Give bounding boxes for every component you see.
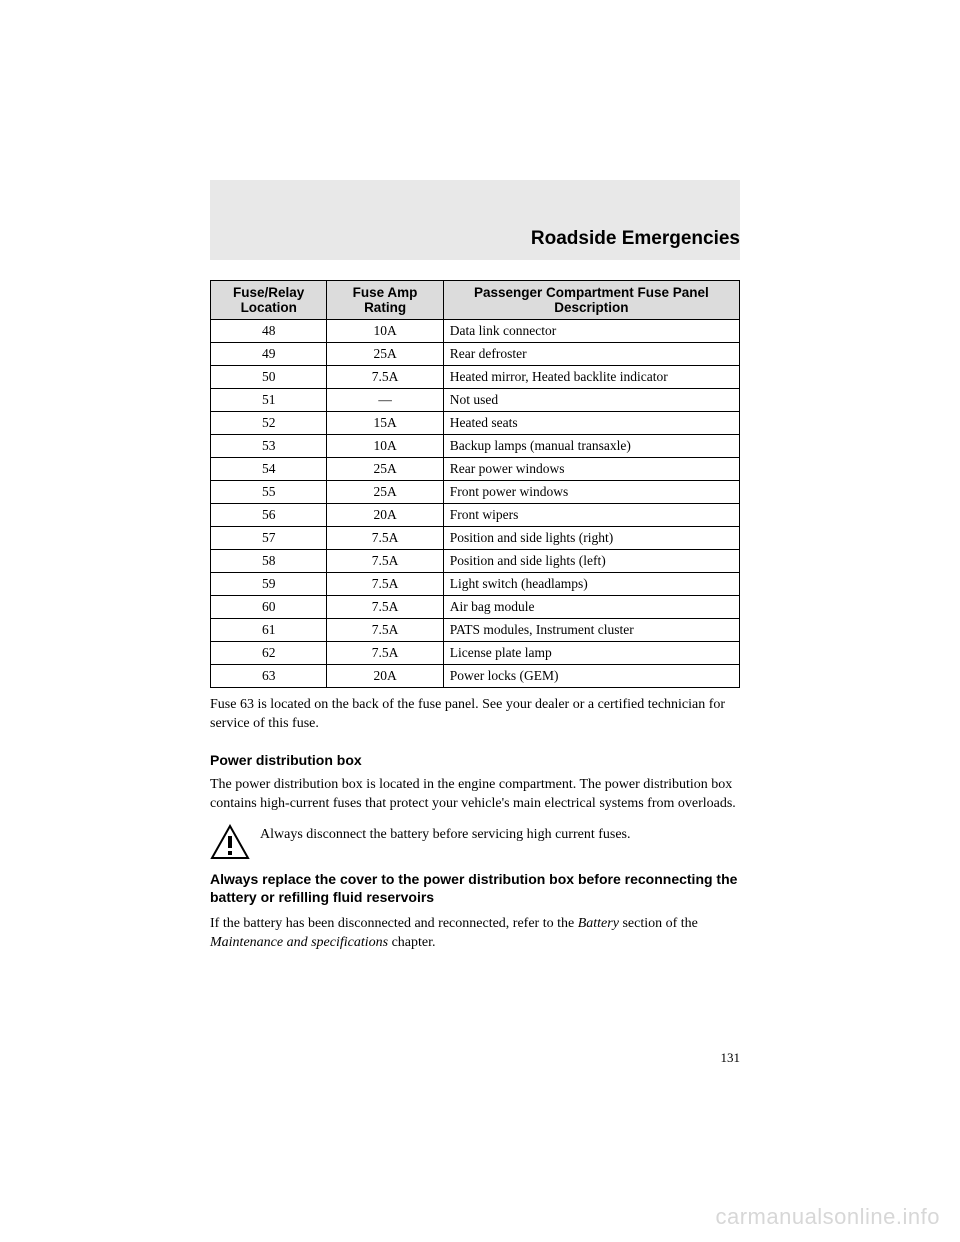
subhead-power-distribution-box: Power distribution box: [210, 752, 740, 768]
warning-box: Always disconnect the battery before ser…: [210, 824, 740, 860]
cell-desc: Heated seats: [443, 412, 739, 435]
cell-amp: 7.5A: [327, 366, 443, 389]
cell-location: 49: [211, 343, 327, 366]
cell-location: 54: [211, 458, 327, 481]
cell-desc: Front wipers: [443, 504, 739, 527]
warning-text: Always disconnect the battery before ser…: [260, 824, 631, 845]
cell-location: 52: [211, 412, 327, 435]
table-row: 577.5APosition and side lights (right): [211, 527, 740, 550]
cell-desc: Power locks (GEM): [443, 665, 739, 688]
battery-paragraph: If the battery has been disconnected and…: [210, 915, 740, 953]
cell-location: 48: [211, 320, 327, 343]
cell-amp: 7.5A: [327, 642, 443, 665]
cell-amp: 25A: [327, 343, 443, 366]
pdb-paragraph: The power distribution box is located in…: [210, 776, 740, 814]
table-row: 51—Not used: [211, 389, 740, 412]
header-band: Roadside Emergencies: [210, 180, 740, 260]
table-row: 4925ARear defroster: [211, 343, 740, 366]
cell-location: 57: [211, 527, 327, 550]
th-amp: Fuse Amp Rating: [327, 281, 443, 320]
cell-amp: —: [327, 389, 443, 412]
cell-desc: Light switch (headlamps): [443, 573, 739, 596]
cell-location: 56: [211, 504, 327, 527]
cell-amp: 10A: [327, 435, 443, 458]
cell-location: 50: [211, 366, 327, 389]
warning-triangle-icon: [210, 824, 250, 860]
table-row: 6320APower locks (GEM): [211, 665, 740, 688]
cell-desc: Position and side lights (left): [443, 550, 739, 573]
table-row: 5620AFront wipers: [211, 504, 740, 527]
battery-para-italic1: Battery: [578, 916, 619, 931]
table-row: 5310ABackup lamps (manual transaxle): [211, 435, 740, 458]
cell-location: 60: [211, 596, 327, 619]
cell-amp: 25A: [327, 458, 443, 481]
table-row: 5425ARear power windows: [211, 458, 740, 481]
cell-amp: 10A: [327, 320, 443, 343]
cell-amp: 15A: [327, 412, 443, 435]
cell-location: 58: [211, 550, 327, 573]
table-row: 617.5APATS modules, Instrument cluster: [211, 619, 740, 642]
cell-location: 59: [211, 573, 327, 596]
battery-para-pre: If the battery has been disconnected and…: [210, 916, 578, 931]
cell-amp: 7.5A: [327, 573, 443, 596]
cell-desc: PATS modules, Instrument cluster: [443, 619, 739, 642]
table-row: 627.5ALicense plate lamp: [211, 642, 740, 665]
cell-desc: Backup lamps (manual transaxle): [443, 435, 739, 458]
cell-amp: 7.5A: [327, 619, 443, 642]
table-row: 607.5AAir bag module: [211, 596, 740, 619]
table-row: 597.5ALight switch (headlamps): [211, 573, 740, 596]
cell-desc: License plate lamp: [443, 642, 739, 665]
cell-location: 63: [211, 665, 327, 688]
table-row: 507.5AHeated mirror, Heated backlite ind…: [211, 366, 740, 389]
table-row: 587.5APosition and side lights (left): [211, 550, 740, 573]
cell-amp: 25A: [327, 481, 443, 504]
cell-desc: Air bag module: [443, 596, 739, 619]
fuse-table: Fuse/Relay Location Fuse Amp Rating Pass…: [210, 280, 740, 688]
cell-location: 51: [211, 389, 327, 412]
th-desc: Passenger Compartment Fuse Panel Descrip…: [443, 281, 739, 320]
page-content: Fuse/Relay Location Fuse Amp Rating Pass…: [210, 280, 740, 953]
note-after-table: Fuse 63 is located on the back of the fu…: [210, 696, 740, 734]
cell-amp: 20A: [327, 504, 443, 527]
chapter-title: Roadside Emergencies: [531, 228, 740, 250]
table-header-row: Fuse/Relay Location Fuse Amp Rating Pass…: [211, 281, 740, 320]
cell-location: 55: [211, 481, 327, 504]
cell-amp: 7.5A: [327, 527, 443, 550]
bold-replace-cover: Always replace the cover to the power di…: [210, 870, 740, 908]
cell-desc: Rear defroster: [443, 343, 739, 366]
table-row: 4810AData link connector: [211, 320, 740, 343]
table-row: 5215AHeated seats: [211, 412, 740, 435]
cell-amp: 7.5A: [327, 596, 443, 619]
cell-location: 62: [211, 642, 327, 665]
battery-para-post: chapter.: [388, 935, 435, 950]
cell-desc: Rear power windows: [443, 458, 739, 481]
table-row: 5525AFront power windows: [211, 481, 740, 504]
cell-desc: Position and side lights (right): [443, 527, 739, 550]
page-number: 131: [210, 1050, 740, 1066]
cell-desc: Front power windows: [443, 481, 739, 504]
th-location: Fuse/Relay Location: [211, 281, 327, 320]
watermark: carmanualsonline.info: [715, 1204, 940, 1230]
battery-para-mid: section of the: [619, 916, 698, 931]
cell-desc: Data link connector: [443, 320, 739, 343]
cell-desc: Not used: [443, 389, 739, 412]
cell-location: 61: [211, 619, 327, 642]
cell-amp: 7.5A: [327, 550, 443, 573]
cell-amp: 20A: [327, 665, 443, 688]
cell-location: 53: [211, 435, 327, 458]
cell-desc: Heated mirror, Heated backlite indicator: [443, 366, 739, 389]
battery-para-italic2: Maintenance and specifications: [210, 935, 388, 950]
